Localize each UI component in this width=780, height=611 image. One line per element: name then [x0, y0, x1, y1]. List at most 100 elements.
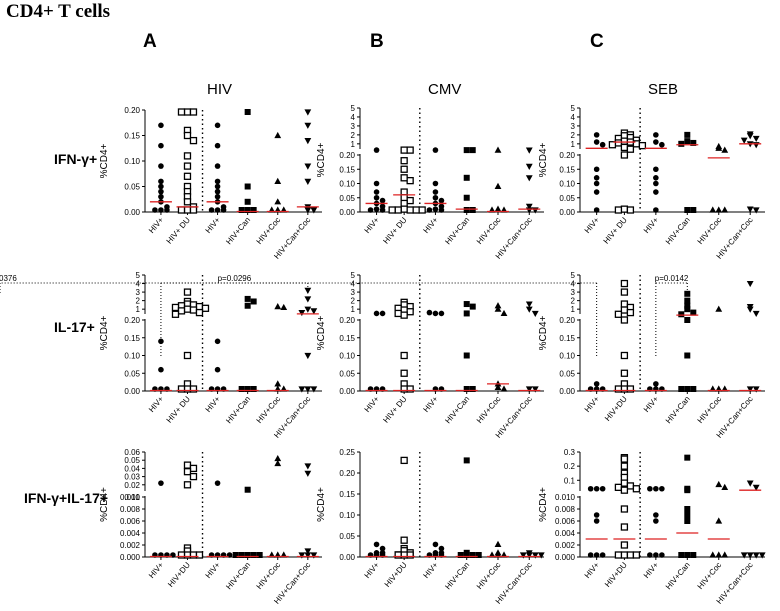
data-point: [614, 139, 623, 147]
data-point: [373, 180, 380, 187]
data-point: [678, 311, 685, 318]
data-point: [274, 459, 282, 467]
y-tick-label: 0.15: [339, 334, 355, 343]
data-point: [189, 464, 198, 473]
data-point: [653, 552, 659, 558]
y-tick-label: 0.15: [124, 132, 140, 141]
data-point: [525, 163, 533, 170]
category-label: HIV+Can: [224, 216, 252, 247]
data-point: [244, 183, 251, 190]
data-point: [653, 207, 659, 213]
data-point: [158, 178, 164, 185]
category-label: HIV+: [363, 560, 382, 580]
y-tick-label: 0.008: [555, 505, 576, 514]
y-tick-label: 0.05: [559, 194, 575, 203]
y-axis-label: %CD4+: [99, 487, 110, 522]
data-point: [158, 480, 164, 486]
category-label: HIV+Can: [664, 395, 692, 426]
data-point: [183, 305, 192, 313]
data-point: [298, 386, 306, 393]
y-tick-label: 0.006: [120, 517, 141, 526]
data-point: [614, 385, 623, 393]
row-label-il17: IL-17+: [54, 319, 95, 335]
y-tick-label: 0.2: [564, 462, 576, 471]
y-tick-label: 0.000: [120, 553, 141, 562]
y-tick-label: 0.00: [339, 208, 355, 217]
data-point: [500, 309, 508, 317]
panel-a3: 0.060.050.040.030.02 0.010.010 0.008 0.006 0…: [99, 448, 322, 606]
panel-a1: 0.200.150.100.050.00%CD4+HIV+ HIV+ DU HIV+…: [99, 106, 322, 261]
y-tick-label: 0.05: [124, 456, 140, 465]
data-point: [208, 207, 215, 213]
data-point: [183, 461, 192, 469]
data-point: [400, 369, 408, 377]
data-point: [494, 305, 502, 312]
data-point: [438, 197, 445, 204]
data-point: [304, 178, 312, 185]
y-tick-label: 0.10: [124, 157, 140, 166]
data-point: [183, 198, 192, 206]
data-point: [469, 552, 476, 558]
data-point: [684, 552, 691, 558]
y-tick-label: 0.002: [555, 541, 576, 550]
data-point: [746, 133, 754, 140]
y-axis-label: %CD4+: [316, 315, 327, 350]
data-point: [500, 385, 508, 392]
data-point: [171, 310, 180, 318]
y-tick-label: 4: [571, 280, 576, 289]
data-point: [214, 366, 221, 373]
y-tick-label: 0.010: [120, 493, 141, 502]
data-point: [310, 552, 318, 559]
data-point: [684, 297, 691, 304]
data-point: [379, 310, 386, 317]
data-point: [183, 172, 192, 180]
data-point: [463, 457, 470, 464]
p-value-label: p=0.0296: [218, 274, 252, 283]
category-label: HIV+: [583, 394, 602, 414]
data-point: [400, 351, 408, 360]
data-point: [620, 351, 629, 360]
data-point: [304, 109, 312, 116]
data-point: [244, 386, 251, 392]
data-point: [653, 166, 659, 173]
data-point: [373, 541, 380, 548]
data-point: [189, 306, 198, 314]
data-point: [189, 472, 198, 481]
data-point: [418, 206, 426, 214]
category-label: HIV+Can: [664, 216, 692, 247]
data-point: [721, 206, 729, 213]
data-point: [195, 551, 204, 559]
data-point: [599, 485, 606, 492]
data-point: [406, 146, 414, 154]
y-tick-label: 0.02: [124, 481, 140, 490]
category-label: HIV+: [147, 215, 166, 235]
data-point: [709, 206, 717, 213]
data-point: [394, 206, 402, 214]
data-point: [304, 548, 312, 555]
y-tick-label: 5: [351, 271, 356, 280]
data-point: [214, 178, 221, 185]
y-tick-label: 0.1: [564, 476, 576, 485]
data-point: [525, 175, 533, 182]
data-point: [220, 207, 227, 213]
data-point: [183, 481, 192, 489]
data-point: [721, 483, 729, 490]
y-tick-label: 0.00: [559, 387, 575, 396]
category-label: HIV+Coc: [475, 216, 503, 246]
y-tick-label: 0.15: [339, 490, 355, 499]
data-point: [746, 280, 754, 288]
data-point: [715, 144, 723, 151]
data-point: [620, 137, 629, 145]
y-tick-label: 0.010: [555, 493, 576, 502]
data-point: [469, 207, 476, 213]
data-point: [438, 207, 445, 213]
data-point: [238, 552, 245, 558]
data-point: [494, 146, 502, 153]
data-point: [432, 180, 439, 187]
data-point: [310, 207, 318, 214]
category-label: HIV+: [642, 215, 661, 235]
y-tick-label: 0.008: [120, 505, 141, 514]
category-label: HIV+: [147, 560, 166, 580]
y-tick-label: 0.3: [564, 448, 576, 457]
